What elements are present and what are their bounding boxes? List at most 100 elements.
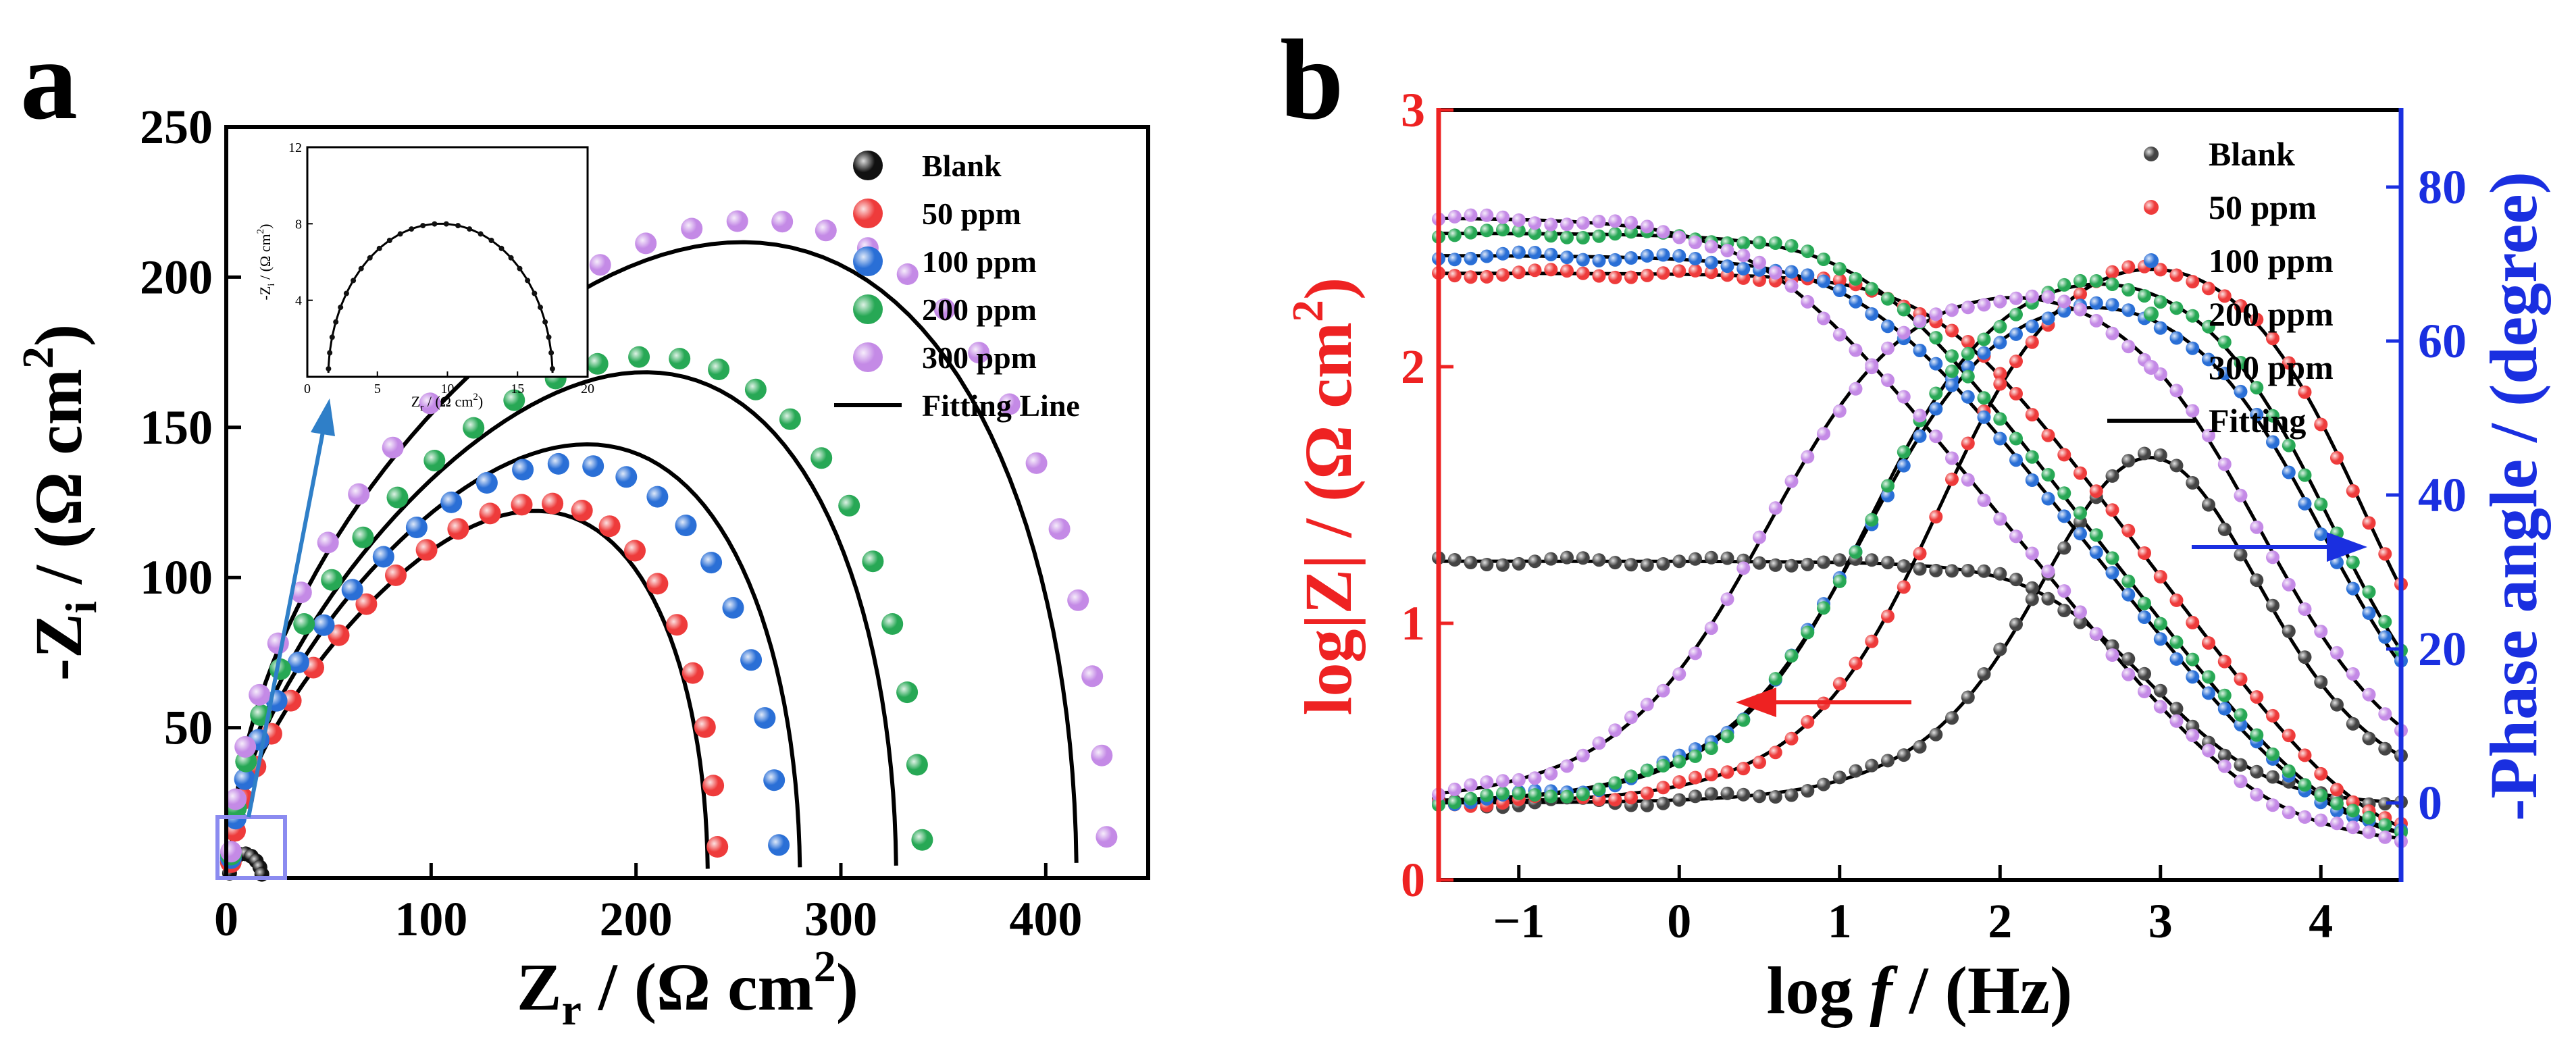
bode-phase-point <box>2138 289 2151 303</box>
bode-logz-point <box>1913 344 1927 357</box>
bode-phase-point <box>1865 758 1879 773</box>
bode-phase-point <box>2282 356 2296 370</box>
bode-logz-point <box>1640 268 1654 282</box>
bode-phase-point <box>1768 501 1782 515</box>
inset-point <box>443 221 449 227</box>
bode-phase-point <box>2057 304 2071 318</box>
bode-logz-point <box>1656 248 1670 262</box>
bode-logz-point <box>1592 229 1606 243</box>
bode-phase-point <box>1608 723 1622 737</box>
bode-phase-point <box>2378 707 2392 721</box>
bode-logz-point <box>2025 408 2039 422</box>
bode-logz-point <box>2330 797 2344 810</box>
bode-phase-point <box>2362 687 2376 702</box>
nyquist-point <box>598 515 621 538</box>
inset-point <box>329 334 335 340</box>
bode-phase-point <box>2105 265 2119 279</box>
nyquist-y-ticks: 50 100 150 200 250 <box>140 100 241 755</box>
bode-phase-point <box>1881 341 1895 355</box>
nyquist-series-50-ppm <box>220 492 729 873</box>
bode-logz-point <box>1560 264 1574 278</box>
bode-logz-point <box>1961 473 1975 487</box>
legend-label-blank: Blank <box>2209 135 2295 173</box>
bode-phase-point <box>2378 741 2392 756</box>
bode-phase-point <box>2169 331 2184 345</box>
bode-phase-point <box>1945 378 1959 392</box>
bode-phase-point <box>2073 303 2087 317</box>
bode-logz-point <box>2105 648 2119 662</box>
bode-phase-point <box>1689 749 1702 763</box>
inset-point <box>525 278 531 284</box>
bode-phase-point <box>1656 683 1670 698</box>
bode-x-tick-label: −1 <box>1493 894 1545 948</box>
bode-chart: −1 0 1 2 3 4 0 1 2 3 0 20 40 60 80 log f / (Hz) log|… <box>1283 83 2551 1028</box>
nyquist-x-label: Zr / (Ω cm2) <box>517 942 858 1035</box>
nyquist-point <box>321 569 343 591</box>
bode-logz-point <box>1736 271 1751 285</box>
bode-phase-point <box>1865 634 1879 648</box>
nyquist-point <box>1081 665 1104 687</box>
bode-phase-point <box>1672 754 1686 769</box>
bode-logz-point <box>2234 775 2248 789</box>
bode-logz-point <box>2169 635 2184 649</box>
bode-phase-point <box>1881 488 1895 502</box>
nyquist-point <box>234 736 257 758</box>
bode-logz-point <box>1704 255 1718 269</box>
bode-phase-point <box>2153 263 2167 277</box>
bode-phase-point <box>2057 278 2071 292</box>
bode-logz-point <box>1977 493 1991 507</box>
inset-point <box>432 221 438 227</box>
bode-legend: Blank 50 ppm 100 ppm 200 ppm 300 ppm Fitting <box>2107 135 2334 440</box>
nyquist-y-tick-label: 50 <box>164 701 213 755</box>
bode-phase-point <box>2346 667 2360 681</box>
bode-logz-point <box>2089 484 2103 498</box>
bode-logz-point <box>1496 246 1510 261</box>
bode-logz-point <box>2169 714 2184 728</box>
bode-logz-point <box>1576 231 1590 244</box>
bode-x-tick-label: 3 <box>2148 894 2173 948</box>
bode-phase-point <box>2153 321 2167 335</box>
bode-logz-point <box>1768 558 1782 572</box>
bode-logz-point <box>1929 429 1943 444</box>
nyquist-point <box>293 613 315 635</box>
bode-logz-point <box>2041 468 2055 481</box>
bode-phase-point <box>1640 786 1654 800</box>
bode-phase-point <box>1977 346 1991 360</box>
bode-phase-point <box>2025 289 2039 303</box>
bode-right-tick-label: 60 <box>2418 314 2467 368</box>
bode-logz-point <box>1817 274 1830 288</box>
bode-phase-point <box>1704 768 1718 781</box>
bode-logz-point <box>1608 556 1622 570</box>
bode-logz-point <box>1624 270 1638 284</box>
bode-phase-point <box>2346 555 2360 569</box>
bode-logz-point <box>1480 208 1494 222</box>
bode-logz-point <box>2121 523 2136 538</box>
nyquist-point <box>911 829 933 851</box>
bode-phase-point <box>1753 530 1766 544</box>
inset-point <box>549 366 555 372</box>
bode-phase-point <box>1977 332 1991 346</box>
bode-phase-point <box>1640 763 1654 777</box>
bode-phase-point <box>2298 385 2312 399</box>
bode-logz-point <box>1544 552 1558 566</box>
nyquist-point <box>635 232 657 255</box>
bode-logz-point <box>2153 632 2167 646</box>
bode-logz-point <box>1881 319 1895 334</box>
bode-phase-point <box>1447 796 1462 810</box>
inset-x-tick-label: 0 <box>304 382 311 396</box>
bode-logz-point <box>2057 486 2071 500</box>
nyquist-y-label: -Zi / (Ω cm2) <box>14 324 106 681</box>
nyquist-point <box>386 486 409 509</box>
bode-logz-point <box>1865 307 1879 321</box>
inset-point <box>358 265 364 271</box>
bode-logz-point <box>2138 685 2151 698</box>
bode-logz-point <box>1881 292 1895 306</box>
bode-logz-point <box>2378 830 2392 844</box>
bode-phase-point <box>2025 335 2039 349</box>
bode-logz-point <box>2041 565 2055 579</box>
bode-logz-point <box>1496 210 1510 224</box>
bode-logz-point <box>1447 269 1462 283</box>
bode-logz-point <box>1689 263 1702 278</box>
bode-logz-point <box>2298 778 2312 792</box>
bode-phase-point <box>1849 382 1863 396</box>
